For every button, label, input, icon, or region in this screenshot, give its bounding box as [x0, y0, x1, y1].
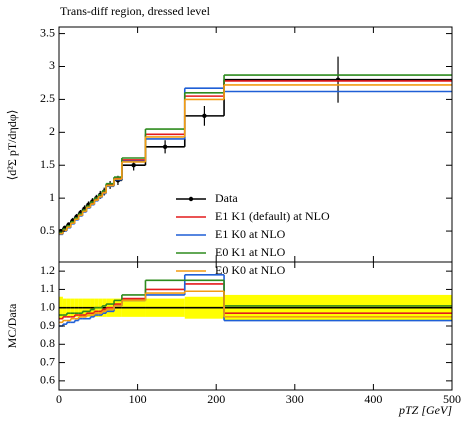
x-tick-label: 100: [129, 392, 147, 406]
y-tick-label: 1.0: [40, 299, 55, 313]
legend-label: E1 K0 at NLO: [215, 227, 286, 241]
y-tick-label: 3.5: [40, 25, 55, 39]
data-point: [131, 163, 136, 168]
y-tick-label: 1.5: [40, 157, 55, 171]
y-tick-label: 0.6: [40, 373, 55, 387]
y-tick-label: 3: [49, 58, 55, 72]
data-point: [162, 144, 168, 150]
y-tick-label: 0.8: [40, 336, 55, 350]
legend-label: E0 K0 at NLO: [215, 263, 286, 277]
x-tick-label: 300: [286, 392, 304, 406]
x-axis-label: pTZ [GeV]: [398, 403, 452, 417]
x-tick-label: 500: [443, 392, 461, 406]
y-axis-label: ⟨d²Σ pT/dηdφ⟩: [5, 110, 19, 181]
y-tick-label: 1: [49, 190, 55, 204]
plot-frame: [58, 261, 453, 391]
legend-label: Data: [215, 191, 238, 205]
y-tick-label: 0.5: [40, 223, 55, 237]
y-tick-label: 2.5: [40, 91, 55, 105]
y-tick-label: 2: [49, 124, 55, 138]
data-point: [202, 113, 207, 119]
legend-swatch: [188, 196, 194, 202]
y-tick-label: 0.7: [40, 354, 55, 368]
y-tick-label: 1.2: [40, 263, 55, 277]
x-tick-label: 200: [207, 392, 225, 406]
legend-label: E0 K1 at NLO: [215, 245, 286, 259]
chart-title: Trans-diff region, dressed level: [60, 4, 211, 18]
y-tick-label: 0.9: [40, 318, 55, 332]
x-tick-label: 400: [364, 392, 382, 406]
x-tick-label: 0: [56, 392, 62, 406]
ratio-axis-label: MC/Data: [5, 303, 19, 348]
legend-label: E1 K1 (default) at NLO: [215, 209, 330, 223]
y-tick-label: 1.1: [40, 281, 55, 295]
